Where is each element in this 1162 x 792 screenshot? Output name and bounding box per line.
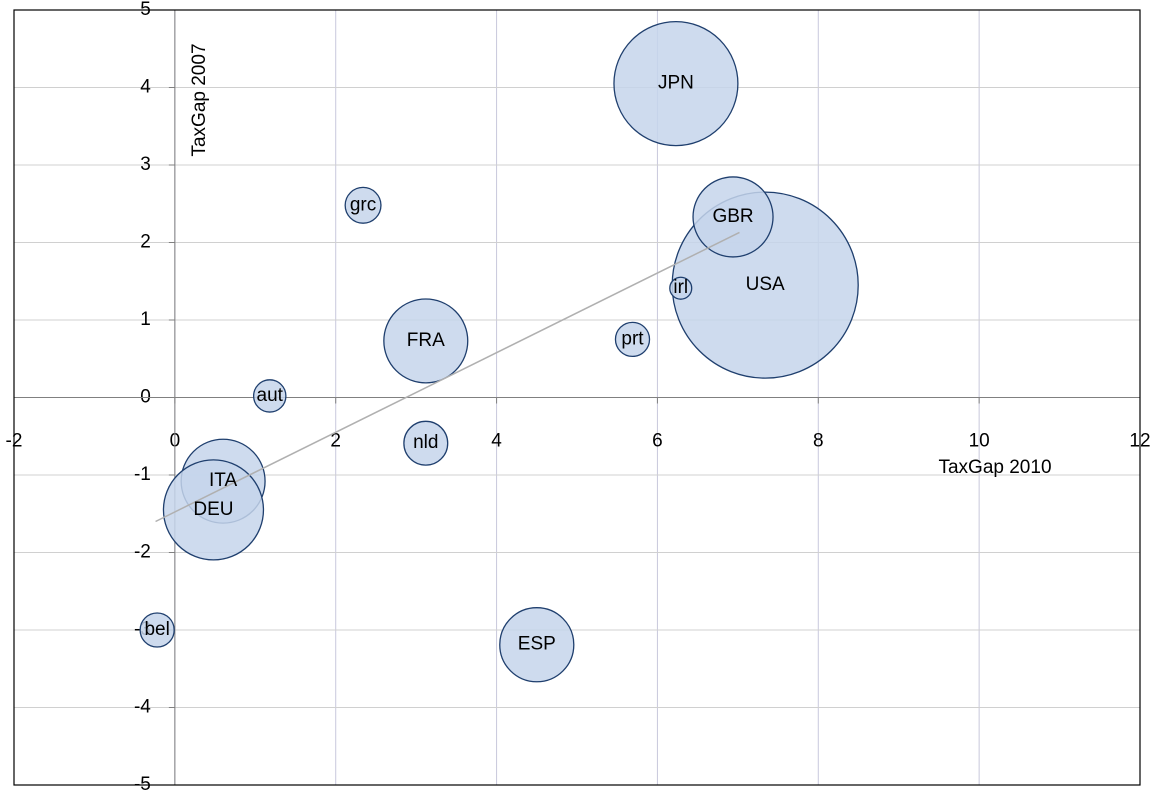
bubble-label: FRA: [407, 330, 445, 351]
bubble: [669, 276, 693, 300]
x-tick-label: 8: [813, 431, 824, 452]
y-tick-label: 1: [140, 309, 151, 330]
x-tick-label: 6: [652, 431, 663, 452]
bubble: [499, 607, 575, 683]
plot-frame: [13, 9, 1141, 786]
bubble-label: ESP: [518, 634, 556, 655]
bubble-label: bel: [144, 619, 169, 640]
trendline: [155, 231, 740, 523]
bubble: [692, 176, 774, 258]
bubble: [613, 21, 739, 147]
bubble-label: grc: [350, 194, 376, 215]
bubble: [162, 459, 265, 561]
bubble-label: irl: [673, 277, 688, 298]
y-tick-label: 3: [140, 154, 151, 175]
bubble-label: aut: [257, 385, 284, 406]
bubble-label: USA: [746, 274, 785, 295]
bubble-label: ITA: [209, 470, 237, 491]
y-tick-label: -4: [134, 697, 151, 718]
y-tick-label: -2: [134, 542, 151, 563]
y-tick-label: -5: [134, 774, 151, 792]
bubble-label: prt: [621, 328, 644, 349]
x-tick-label: 10: [969, 431, 990, 452]
bubble: [344, 186, 382, 224]
y-tick-label: 2: [140, 232, 151, 253]
bubble: [403, 420, 449, 466]
y-tick-label: 4: [140, 77, 151, 98]
bubble: [139, 612, 175, 648]
y-axis-title: TaxGap 2007: [189, 43, 210, 156]
bubble: [383, 298, 469, 384]
bubble-label: nld: [413, 432, 438, 453]
bubble-label: GBR: [712, 206, 753, 227]
x-axis-title: TaxGap 2010: [938, 457, 1051, 478]
x-tick-label: 4: [491, 431, 502, 452]
x-tick-label: 2: [330, 431, 341, 452]
bubble: [614, 321, 651, 358]
y-tick-label: -1: [134, 464, 151, 485]
bubble-label: DEU: [193, 499, 233, 520]
bubble: [252, 379, 287, 413]
bubble-label: JPN: [658, 73, 694, 94]
